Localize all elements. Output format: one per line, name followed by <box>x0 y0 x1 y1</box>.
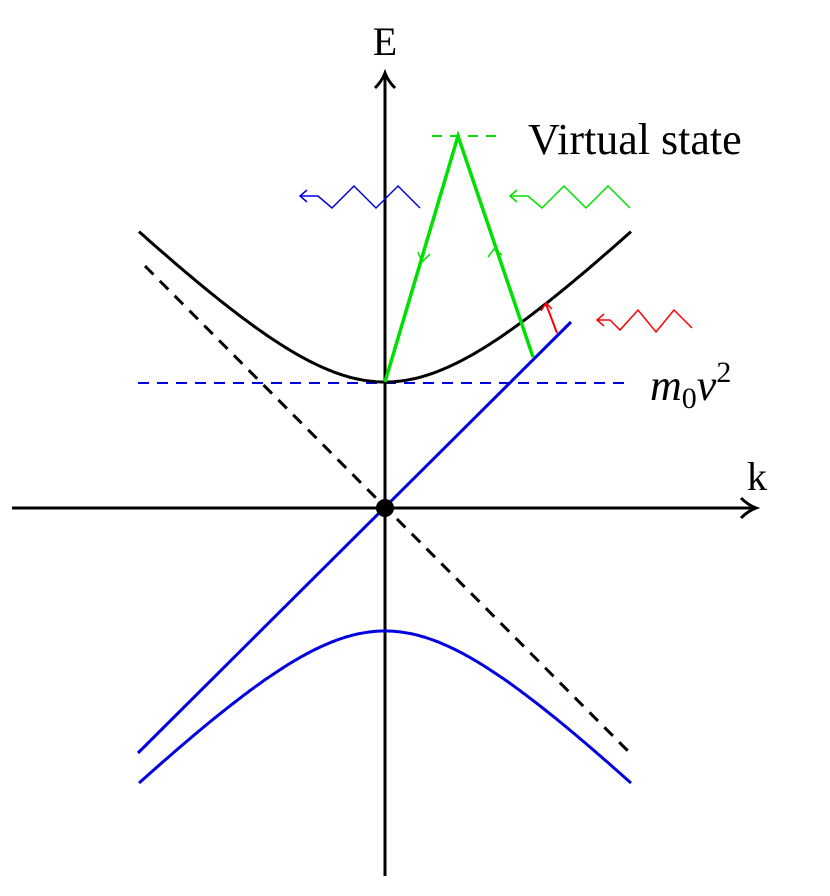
linear-band <box>136 320 573 755</box>
e-axis-arrow <box>373 68 397 90</box>
lower-band <box>138 629 632 785</box>
virtual-state-label: Virtual state <box>528 115 742 164</box>
green-photon <box>510 184 631 210</box>
k-axis-arrow <box>739 496 761 520</box>
transition-arrow <box>487 247 503 258</box>
origin-dot <box>376 499 394 517</box>
red-transition-arrow <box>540 301 553 312</box>
virtual-transition <box>383 130 535 383</box>
red-photon <box>597 308 693 334</box>
photon-arrow <box>595 313 605 327</box>
velocity-superscript: 2 <box>716 356 731 389</box>
k-axis-label: k <box>747 454 767 499</box>
transition-arrow <box>417 251 431 264</box>
velocity-symbol: v <box>697 361 717 410</box>
mass-energy-label: m0v2 <box>650 356 731 415</box>
red-transition <box>545 303 558 334</box>
mass-symbol: m <box>650 361 682 410</box>
e-axis-label: E <box>373 19 397 64</box>
mass-subscript: 0 <box>682 382 697 415</box>
photon-arrow <box>508 189 518 203</box>
photon-arrow <box>298 189 308 203</box>
blue-photon <box>300 184 421 210</box>
